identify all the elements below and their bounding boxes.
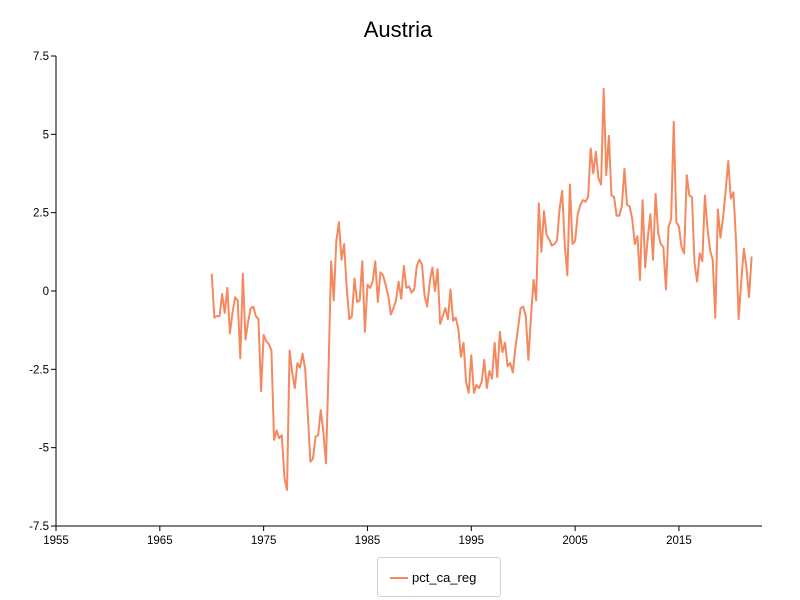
x-tick-label: 2015: [666, 535, 692, 547]
y-tick-label: 0: [43, 286, 49, 298]
legend-label-pct-ca-reg: pct_ca_reg: [412, 570, 477, 585]
x-tick-label: 2005: [562, 535, 588, 547]
y-tick-label: 5: [43, 129, 49, 141]
x-tick-label: 1965: [147, 535, 173, 547]
x-tick-label: 1985: [355, 535, 381, 547]
y-tick-label: 7.5: [33, 51, 49, 63]
chart-title: Austria: [364, 17, 433, 42]
y-tick-label: -5: [39, 443, 49, 455]
y-tick-label: -2.5: [29, 364, 49, 376]
x-tick-label: 1975: [251, 535, 277, 547]
x-tick-label: 1955: [43, 535, 69, 547]
x-tick-label: 1995: [458, 535, 484, 547]
chart-axes: -7.5 -5 -2.5 0 2.5 5 7.5 1955 1965 1975 1985 1995 20…: [29, 51, 762, 547]
plot-area: [210, 87, 753, 491]
legend: pct_ca_reg: [377, 557, 501, 597]
legend-swatch: [390, 577, 408, 579]
y-tick-label: -7.5: [29, 521, 49, 533]
y-tick-label: 2.5: [33, 208, 49, 220]
series-line-pct-ca-reg: [210, 87, 753, 491]
